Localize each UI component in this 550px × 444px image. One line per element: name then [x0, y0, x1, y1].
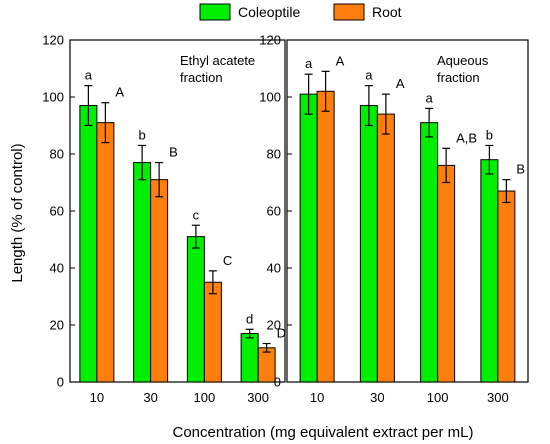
bar-coleoptile [240, 333, 259, 383]
x-tick-label: 300 [247, 390, 269, 405]
x-tick-label: 100 [194, 390, 216, 405]
y-tick-label: 20 [267, 318, 281, 333]
y-tick-label: 120 [259, 33, 281, 48]
bar-coleoptile [480, 159, 499, 383]
bar-root [316, 90, 335, 383]
y-tick-label: 60 [50, 204, 64, 219]
significance-label: a [305, 56, 313, 71]
y-tick-label: 100 [259, 90, 281, 105]
bar-coleoptile [133, 162, 152, 383]
x-tick-label: 30 [143, 390, 157, 405]
significance-label: c [193, 207, 200, 222]
significance-label: B [516, 162, 525, 177]
y-tick-label: 0 [274, 375, 281, 390]
legend-label-root: Root [372, 4, 402, 20]
panel-title-line2: fraction [437, 70, 480, 85]
panel-title-line1: Ethyl acatete [180, 53, 255, 68]
significance-label: D [277, 326, 286, 341]
significance-label: A,B [456, 130, 477, 145]
bar-coleoptile [186, 236, 205, 383]
bar-root [150, 179, 169, 383]
y-tick-label: 40 [50, 261, 64, 276]
significance-label: A [115, 85, 124, 100]
y-axis-title: Length (% of control) [9, 143, 26, 282]
bar-root [376, 113, 395, 383]
bar-coleoptile [299, 93, 318, 383]
x-tick-label: 10 [90, 390, 104, 405]
significance-label: a [365, 68, 373, 83]
significance-label: B [169, 145, 178, 160]
bar-root [437, 164, 456, 383]
bar-root [257, 347, 276, 383]
y-tick-label: 80 [50, 147, 64, 162]
bar-root [497, 190, 516, 383]
x-axis-title: Concentration (mg equivalent extract per… [173, 424, 474, 441]
y-tick-label: 60 [267, 204, 281, 219]
bar-coleoptile [359, 105, 378, 383]
significance-label: C [223, 253, 232, 268]
legend-label-coleoptile: Coleoptile [238, 4, 300, 20]
significance-label: A [336, 53, 345, 68]
x-tick-label: 300 [487, 390, 509, 405]
bar-coleoptile [79, 105, 98, 383]
y-tick-label: 100 [42, 90, 64, 105]
bar-root [96, 122, 115, 383]
y-tick-label: 40 [267, 261, 281, 276]
significance-label: A [396, 76, 405, 91]
legend-swatch-coleoptile [199, 3, 231, 21]
panel-title-line2: fraction [180, 70, 223, 85]
y-tick-label: 20 [50, 318, 64, 333]
y-tick-label: 80 [267, 147, 281, 162]
y-tick-label: 0 [57, 375, 64, 390]
significance-label: a [85, 68, 93, 83]
significance-label: d [246, 311, 253, 326]
y-tick-label: 120 [42, 33, 64, 48]
panel-title-line1: Aqueous [437, 53, 489, 68]
bar-coleoptile [420, 122, 439, 383]
significance-label: b [486, 127, 493, 142]
panel-ethyl-acetate: 0 20 40 60 80 100 120 10 a A 30 b B 100 c C 300 d D Ethyl a… [42, 33, 286, 406]
bar-root [203, 281, 222, 383]
panel-aqueous: 0 20 40 60 80 100 120 10 a A 30 a A 100 a A,B 300 b B Aqueo… [259, 33, 529, 405]
x-tick-label: 10 [310, 390, 324, 405]
legend: Coleoptile Root [199, 3, 402, 21]
significance-label: b [139, 127, 146, 142]
significance-label: a [426, 90, 434, 105]
legend-swatch-root [333, 3, 365, 21]
x-tick-label: 100 [427, 390, 449, 405]
x-tick-label: 30 [370, 390, 384, 405]
